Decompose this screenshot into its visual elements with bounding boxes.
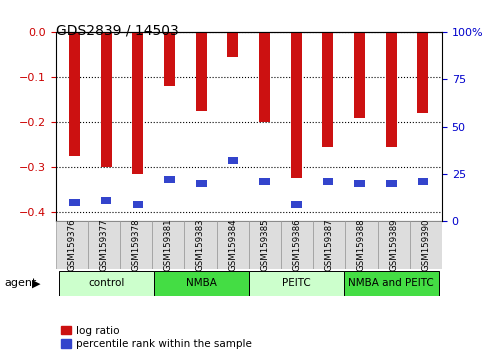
Bar [164, 176, 175, 183]
Bar [249, 271, 344, 296]
Bar [88, 221, 120, 269]
Bar [196, 180, 207, 187]
Bar [227, 32, 239, 57]
Bar [132, 32, 143, 174]
Bar [100, 32, 112, 167]
Text: NMBA: NMBA [186, 278, 217, 288]
Bar [354, 32, 365, 118]
Bar [69, 199, 80, 206]
Bar [216, 221, 249, 269]
Legend: log ratio, percentile rank within the sample: log ratio, percentile rank within the sa… [61, 326, 252, 349]
Text: GDS2839 / 14503: GDS2839 / 14503 [56, 23, 178, 37]
Text: GSM159389: GSM159389 [389, 219, 398, 272]
Bar [133, 201, 143, 207]
Bar [120, 221, 152, 269]
Text: GSM159383: GSM159383 [196, 219, 205, 272]
Text: GSM159388: GSM159388 [357, 219, 366, 272]
Text: NMBA and PEITC: NMBA and PEITC [348, 278, 434, 288]
Text: GSM159377: GSM159377 [99, 219, 108, 272]
Bar [249, 221, 281, 269]
Text: GSM159386: GSM159386 [293, 219, 301, 272]
Bar [386, 32, 397, 147]
Bar [291, 32, 302, 178]
Bar [322, 32, 333, 147]
Bar [378, 221, 410, 269]
Bar [154, 271, 249, 296]
Text: GSM159381: GSM159381 [164, 219, 173, 272]
Bar [152, 221, 185, 269]
Bar [69, 32, 80, 156]
Bar [291, 201, 301, 207]
Bar [101, 197, 112, 204]
Text: GSM159378: GSM159378 [131, 219, 141, 272]
Bar [313, 221, 345, 269]
Bar [386, 180, 397, 187]
Bar [281, 221, 313, 269]
Bar [56, 221, 88, 269]
Text: GSM159387: GSM159387 [325, 219, 334, 272]
Bar [259, 32, 270, 122]
Bar [185, 221, 216, 269]
Bar [227, 157, 238, 164]
Bar [355, 180, 365, 187]
Bar [59, 271, 154, 296]
Text: GSM159384: GSM159384 [228, 219, 237, 272]
Text: GSM159385: GSM159385 [260, 219, 270, 272]
Bar [410, 221, 442, 269]
Bar [417, 32, 428, 113]
Bar [344, 271, 439, 296]
Bar [345, 221, 378, 269]
Text: GSM159376: GSM159376 [67, 219, 76, 272]
Text: agent: agent [5, 278, 37, 288]
Bar [259, 178, 270, 185]
Bar [418, 178, 428, 185]
Text: ▶: ▶ [32, 278, 41, 288]
Text: control: control [88, 278, 125, 288]
Text: GSM159390: GSM159390 [421, 219, 430, 272]
Bar [164, 32, 175, 86]
Bar [323, 178, 333, 185]
Bar [196, 32, 207, 111]
Text: PEITC: PEITC [282, 278, 311, 288]
